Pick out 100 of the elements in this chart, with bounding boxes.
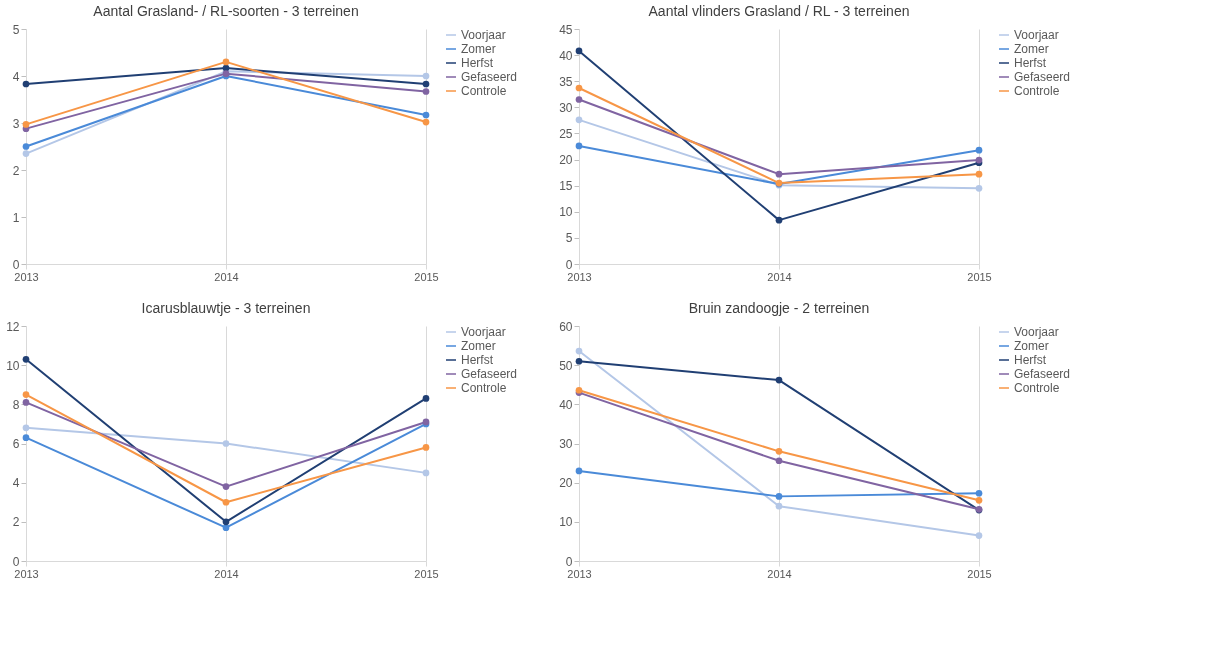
y-tick-label: 3 <box>12 116 20 131</box>
y-tick-label: 2 <box>12 515 20 530</box>
point <box>22 391 30 398</box>
y-tick-label: 4 <box>12 476 20 491</box>
x-tick-label: 2015 <box>967 567 992 580</box>
point <box>422 469 430 477</box>
point <box>575 84 583 92</box>
legend-label: Gefaseerd <box>1014 367 1071 381</box>
y-tick-label: 0 <box>565 257 573 272</box>
point <box>22 355 30 363</box>
legend-label: Voorjaar <box>461 28 506 42</box>
y-tick-label: 60 <box>559 319 573 334</box>
y-tick-label: 2 <box>12 163 20 178</box>
legend-label: Zomer <box>1014 339 1049 353</box>
y-tick-label: 0 <box>12 554 20 569</box>
x-tick-label: 2013 <box>14 270 39 283</box>
y-tick-label: 30 <box>559 437 573 451</box>
point <box>222 498 230 506</box>
legend-label: Herfst <box>461 56 494 70</box>
point <box>222 518 230 526</box>
point <box>975 146 983 154</box>
x-tick-label: 2015 <box>414 270 439 283</box>
x-tick-label: 2014 <box>767 270 792 283</box>
y-tick-label: 5 <box>12 22 20 37</box>
legend-label: Gefaseerd <box>1014 70 1071 84</box>
y-tick-label: 50 <box>559 358 573 373</box>
legend-label: Herfst <box>1014 353 1047 367</box>
y-tick-label: 45 <box>559 22 573 37</box>
legend-label: Gefaseerd <box>461 367 518 381</box>
point <box>422 80 430 88</box>
y-tick-label: 30 <box>559 100 573 115</box>
point <box>575 347 583 355</box>
x-tick-label: 2014 <box>767 567 792 580</box>
y-tick-label: 0 <box>12 257 20 272</box>
point <box>22 424 30 432</box>
point <box>422 118 430 126</box>
point <box>22 121 30 128</box>
legend-label: Zomer <box>1014 42 1049 56</box>
point <box>222 58 230 66</box>
point <box>775 376 783 384</box>
x-tick-label: 2013 <box>567 270 592 283</box>
chart-title: Bruin zandoogje - 2 terreinen <box>688 300 870 316</box>
point <box>222 524 230 532</box>
x-tick-label: 2014 <box>214 270 239 283</box>
point <box>422 395 430 402</box>
y-tick-label: 5 <box>565 231 573 246</box>
y-tick-label: 40 <box>559 397 573 412</box>
legend-label: Controle <box>1014 381 1060 395</box>
y-tick-label: 15 <box>559 179 573 194</box>
point <box>22 434 30 441</box>
point <box>422 444 430 451</box>
x-tick-label: 2015 <box>967 270 992 283</box>
point <box>975 184 983 192</box>
legend-label: Voorjaar <box>1014 325 1059 339</box>
point <box>775 502 783 510</box>
point <box>422 88 430 95</box>
chart-title: Icarusblauwtje - 3 terreinen <box>141 300 311 316</box>
point <box>22 150 30 157</box>
legend-label: Voorjaar <box>1014 28 1059 42</box>
point <box>22 143 30 150</box>
point <box>575 47 583 55</box>
y-tick-label: 10 <box>559 515 573 530</box>
point <box>975 489 983 497</box>
point <box>422 72 430 80</box>
legend-label: Controle <box>461 381 507 395</box>
legend-label: Controle <box>461 84 507 98</box>
y-tick-label: 40 <box>559 48 573 63</box>
legend-label: Controle <box>1014 84 1060 98</box>
point <box>775 493 783 500</box>
point <box>422 111 430 119</box>
y-tick-label: 35 <box>559 74 573 89</box>
x-tick-label: 2014 <box>214 567 239 580</box>
point <box>775 447 783 455</box>
y-tick-label: 10 <box>6 358 20 373</box>
point <box>22 80 30 88</box>
point <box>975 532 983 539</box>
point <box>575 116 583 124</box>
x-tick-label: 2013 <box>567 567 592 580</box>
y-tick-label: 4 <box>12 69 20 84</box>
chart-title: Aantal Grasland- / RL-soorten - 3 terreinen <box>93 3 359 19</box>
y-tick-label: 0 <box>565 554 573 569</box>
legend-label: Voorjaar <box>461 325 506 339</box>
y-tick-label: 1 <box>12 210 20 225</box>
x-tick-label: 2015 <box>414 567 439 580</box>
point <box>775 457 783 465</box>
point <box>575 142 583 150</box>
y-tick-label: 10 <box>559 205 573 220</box>
point <box>775 216 783 224</box>
legend-label: Herfst <box>1014 56 1047 70</box>
point <box>975 170 983 178</box>
y-tick-label: 20 <box>559 476 573 491</box>
y-tick-label: 6 <box>12 437 20 451</box>
y-tick-label: 20 <box>559 153 573 168</box>
point <box>775 170 783 178</box>
legend-label: Zomer <box>461 339 496 353</box>
point <box>975 496 983 504</box>
x-tick-label: 2013 <box>14 567 39 580</box>
chart-title: Aantal vlinders Grasland / RL - 3 terreinen <box>648 3 910 19</box>
point <box>575 467 583 475</box>
legend-label: Herfst <box>461 353 494 367</box>
